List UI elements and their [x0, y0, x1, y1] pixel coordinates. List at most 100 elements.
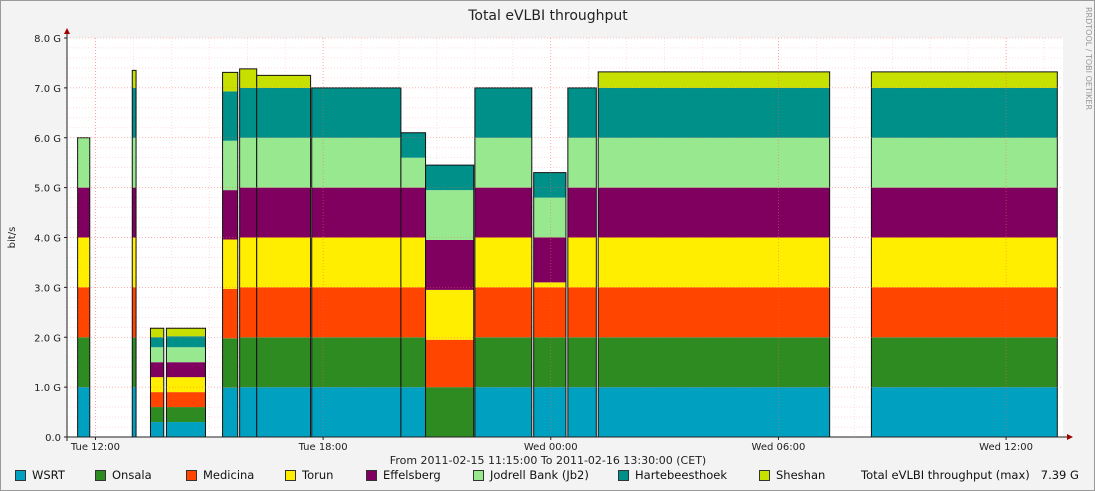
y-tick-label: 1.0 G — [34, 383, 61, 394]
area-jodrell-bank-jb2--segment — [400, 157, 426, 188]
area-torun-segment — [400, 237, 426, 288]
area-effelsberg-segment — [400, 187, 426, 238]
area-effelsberg-segment — [77, 187, 90, 238]
area-torun-segment — [474, 237, 532, 288]
area-wsrt-segment — [77, 387, 90, 437]
chart-title: Total eVLBI throughput — [467, 8, 628, 24]
area-onsala-segment — [474, 337, 532, 388]
area-onsala-segment — [567, 337, 597, 388]
area-onsala-segment — [533, 337, 566, 388]
area-wsrt-segment — [256, 387, 311, 437]
legend-item-torun: Torun — [285, 465, 333, 485]
total-outline — [77, 137, 91, 437]
area-sheshan-segment — [871, 71, 1058, 88]
area-wsrt-segment — [533, 387, 566, 437]
legend-swatch — [473, 469, 484, 481]
area-torun-segment — [598, 237, 830, 288]
area-medicina-segment — [533, 287, 566, 338]
y-tick-label: 5.0 G — [34, 184, 61, 195]
area-medicina-segment — [871, 287, 1058, 338]
area-wsrt-segment — [598, 387, 830, 437]
area-effelsberg-segment — [132, 187, 137, 238]
area-torun-segment — [166, 377, 206, 393]
y-tick-label: 2.0 G — [34, 333, 61, 344]
area-hartebeesthoek-segment — [598, 87, 830, 138]
area-medicina-segment — [598, 287, 830, 338]
x-axis-arrow — [1067, 434, 1073, 440]
area-sheshan-segment — [150, 328, 164, 338]
area-torun-segment — [256, 237, 311, 288]
area-jodrell-bank-jb2--segment — [598, 137, 830, 188]
area-medicina-segment — [400, 287, 426, 338]
area-hartebeesthoek-segment — [222, 91, 238, 141]
area-wsrt-segment — [400, 387, 426, 437]
area-hartebeesthoek-segment — [567, 87, 597, 138]
legend-item-sheshan: Sheshan — [759, 465, 825, 485]
area-torun-segment — [77, 237, 90, 288]
area-medicina-segment — [474, 287, 532, 338]
total-outline — [474, 87, 533, 437]
total-outline — [256, 74, 312, 437]
area-effelsberg-segment — [256, 187, 311, 238]
x-tick-label: Tue 18:00 — [298, 442, 348, 453]
y-tick-label: 7.0 G — [34, 84, 61, 95]
legend-label: Effelsberg — [383, 468, 441, 482]
legend-item-jodrell-bank: Jodrell Bank (Jb2) — [473, 465, 589, 485]
x-tick-label: Wed 06:00 — [752, 442, 806, 453]
y-tick-label: 3.0 G — [34, 283, 61, 294]
x-tick-label: Tue 12:00 — [70, 442, 120, 453]
legend-item-wsrt: WSRT — [15, 465, 65, 485]
x-tick-label: Wed 00:00 — [524, 442, 578, 453]
legend-item-effelsberg: Effelsberg — [366, 465, 441, 485]
legend-label: Torun — [302, 468, 334, 482]
area-effelsberg-segment — [474, 187, 532, 238]
area-sheshan-segment — [256, 75, 311, 88]
area-sheshan-segment — [222, 72, 238, 92]
area-wsrt-segment — [474, 387, 532, 437]
area-effelsberg-segment — [425, 239, 474, 290]
area-effelsberg-segment — [150, 362, 164, 378]
area-jodrell-bank-jb2--segment — [150, 347, 164, 363]
area-onsala-segment — [598, 337, 830, 388]
legend-swatch — [95, 469, 106, 481]
area-onsala-segment — [400, 337, 426, 388]
legend-swatch — [15, 469, 26, 481]
area-medicina-segment — [311, 287, 401, 338]
area-effelsberg-segment — [598, 187, 830, 238]
area-wsrt-segment — [311, 387, 401, 437]
legend-swatch — [285, 469, 296, 481]
legend-label: WSRT — [32, 468, 65, 482]
area-sheshan-segment — [598, 71, 830, 88]
total-max: Total eVLBI throughput (max) 7.39 G — [861, 465, 1079, 485]
area-medicina-segment — [567, 287, 597, 338]
total-outline — [149, 327, 165, 437]
legend-label: Onsala — [112, 468, 152, 482]
area-effelsberg-segment — [222, 190, 238, 240]
area-wsrt-segment — [871, 387, 1058, 437]
area-onsala-segment — [166, 407, 206, 423]
y-tick-label: 6.0 G — [34, 134, 61, 145]
area-onsala-segment — [311, 337, 401, 388]
legend-item-hartebeesthoek: Hartebeesthoek — [618, 465, 727, 485]
area-jodrell-bank-jb2--segment — [132, 137, 137, 188]
area-onsala-segment — [222, 338, 238, 388]
area-jodrell-bank-jb2--segment — [311, 137, 401, 188]
area-jodrell-bank-jb2--segment — [533, 197, 566, 238]
area-torun-segment — [239, 237, 257, 288]
total-outline — [425, 164, 475, 437]
area-jodrell-bank-jb2--segment — [256, 137, 311, 188]
area-torun-segment — [425, 289, 474, 340]
area-wsrt-segment — [239, 387, 257, 437]
area-onsala-segment — [871, 337, 1058, 388]
area-hartebeesthoek-segment — [474, 87, 532, 138]
total-outline — [533, 172, 567, 437]
area-torun-segment — [533, 282, 566, 288]
area-jodrell-bank-jb2--segment — [77, 137, 90, 188]
area-medicina-segment — [256, 287, 311, 338]
area-wsrt-segment — [222, 387, 238, 437]
y-tick-label: 8.0 G — [34, 34, 61, 45]
area-hartebeesthoek-segment — [871, 87, 1058, 138]
total-outline — [131, 69, 137, 437]
area-sheshan-segment — [132, 70, 137, 88]
total-outline — [870, 71, 1058, 437]
